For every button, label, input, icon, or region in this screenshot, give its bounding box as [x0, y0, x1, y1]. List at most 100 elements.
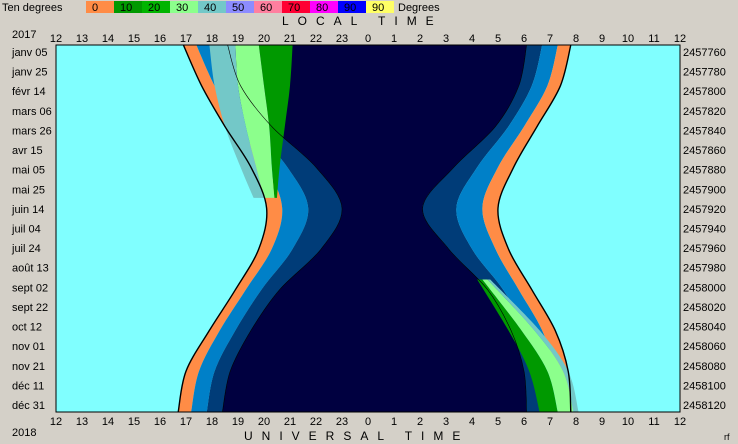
legend-item-label: 30 — [176, 2, 188, 14]
top-hour-tick-label: 13 — [76, 33, 88, 45]
bottom-hour-tick-label: 12 — [674, 416, 686, 428]
legend-swatch — [86, 1, 114, 13]
bottom-hour-tick-label: 22 — [310, 416, 322, 428]
bottom-hour-tick-label: 5 — [495, 416, 501, 428]
jd-tick-label: 2457940 — [683, 224, 726, 236]
date-tick-label: janv 05 — [11, 47, 47, 59]
jd-tick-label: 2457820 — [683, 106, 726, 118]
top-hour-tick-label: 11 — [648, 33, 659, 45]
altitude-band-lightgreen — [235, 45, 275, 198]
jd-tick-label: 2457780 — [683, 67, 726, 79]
top-hour-tick-label: 17 — [180, 33, 192, 45]
legend-item-label: 90 — [372, 2, 384, 14]
plot-frame — [55, 44, 681, 413]
date-tick-label: mars 06 — [12, 106, 52, 118]
bottom-hour-tick-label: 15 — [128, 416, 140, 428]
jd-tick-label: 2458080 — [683, 361, 726, 373]
top-hour-tick-label: 9 — [599, 33, 605, 45]
altitude-overlays — [209, 45, 579, 412]
julian-date-axis: 2457760 2457780 2457800 2457820 2457840 24578… — [683, 47, 726, 412]
jd-tick-label: 2458040 — [683, 322, 726, 334]
bottom-hour-tick-label: 16 — [154, 416, 166, 428]
legend-swatch — [310, 1, 338, 13]
legend-item-label: 40 — [204, 2, 216, 14]
top-hour-tick-label: 3 — [443, 33, 449, 45]
bottom-hour-tick-label: 20 — [258, 416, 270, 428]
jd-tick-label: 2457840 — [683, 125, 726, 137]
date-tick-label: mai 25 — [12, 184, 45, 196]
bottom-hour-tick-label: 1 — [391, 416, 397, 428]
legend-swatch — [226, 1, 254, 13]
legend-item-label: 0 — [92, 2, 98, 14]
legend-left-label: Ten degrees — [2, 2, 63, 14]
top-hour-tick-label: 18 — [206, 33, 218, 45]
bottom-hour-tick-label: 3 — [443, 416, 449, 428]
top-hour-tick-label: 5 — [495, 33, 501, 45]
bottom-hour-tick-label: 12 — [50, 416, 62, 428]
plot-area — [55, 44, 681, 413]
top-hour-tick-label: 12 — [674, 33, 686, 45]
jd-tick-label: 2458100 — [683, 380, 726, 392]
bottom-hour-tick-label: 10 — [622, 416, 634, 428]
top-hour-tick-label: 10 — [622, 33, 634, 45]
top-hour-tick-label: 0 — [365, 33, 371, 45]
date-tick-label: sept 22 — [12, 302, 48, 314]
top-hour-tick-label: 21 — [284, 33, 296, 45]
date-tick-label: nov 21 — [12, 361, 45, 373]
top-hour-tick-label: 16 — [154, 33, 166, 45]
jd-tick-label: 2457980 — [683, 263, 726, 275]
boundary-curves — [177, 44, 572, 413]
legend-swatch — [114, 1, 142, 13]
jd-tick-label: 2457920 — [683, 204, 726, 216]
astronomical-twilight-evening — [206, 45, 343, 412]
jd-tick-label: 2457760 — [683, 47, 726, 59]
top-hour-tick-label: 23 — [336, 33, 348, 45]
top-hour-tick-label: 1 — [391, 33, 397, 45]
legend-item-label: 10 — [120, 2, 132, 14]
date-axis: janv 05 janv 25 févr 14 mars 06 mars 26 avr 1… — [11, 47, 52, 412]
bottom-hour-tick-label: 11 — [648, 416, 659, 428]
bottom-hour-tick-label: 8 — [573, 416, 579, 428]
bottom-axis-title: UNIVERSAL TIME — [244, 429, 469, 443]
legend-swatch — [254, 1, 282, 13]
bottom-hour-tick-label: 23 — [336, 416, 348, 428]
jd-tick-label: 2457960 — [683, 243, 726, 255]
top-hour-tick-label: 2 — [417, 33, 423, 45]
jd-tick-label: 2458120 — [683, 400, 726, 412]
altitude-band-green — [258, 45, 293, 198]
year-top: 2017 — [12, 29, 36, 41]
top-hour-tick-label: 20 — [258, 33, 270, 45]
top-axis-title: LOCAL TIME — [282, 14, 443, 28]
bottom-hour-tick-label: 14 — [102, 416, 114, 428]
legend-item-label: 60 — [260, 2, 272, 14]
bottom-hour-tick-label: 0 — [365, 416, 371, 428]
legend-item-label: 80 — [316, 2, 328, 14]
altitude-band-lightgreen — [482, 279, 574, 412]
top-hour-tick-label: 22 — [310, 33, 322, 45]
jd-tick-label: 2457900 — [683, 184, 726, 196]
nautical-twilight-evening — [191, 45, 309, 412]
altitude-band-teal — [209, 45, 264, 198]
legend-item-label: 70 — [288, 2, 300, 14]
night-band — [222, 45, 527, 412]
corner-label: rf — [724, 432, 730, 442]
top-hour-tick-label: 19 — [232, 33, 244, 45]
legend-item-label: 20 — [148, 2, 160, 14]
legend-swatch — [366, 1, 394, 13]
altitude-band-green — [477, 279, 558, 412]
date-tick-label: nov 01 — [12, 341, 45, 353]
bottom-hour-tick-label: 13 — [76, 416, 88, 428]
legend-item-label: 90 — [344, 2, 356, 14]
bottom-hour-tick-label: 9 — [599, 416, 605, 428]
bottom-hour-tick-label: 19 — [232, 416, 244, 428]
legend-item-label: 50 — [232, 2, 244, 14]
date-tick-label: mai 05 — [12, 165, 45, 177]
date-tick-label: août 13 — [12, 263, 49, 275]
legend-right-label: Degrees — [398, 2, 440, 14]
legend-swatch — [282, 1, 310, 13]
date-tick-label: mars 26 — [12, 125, 52, 137]
top-hour-tick-label: 7 — [547, 33, 553, 45]
bottom-hour-tick-label: 6 — [521, 416, 527, 428]
year-bottom: 2018 — [12, 427, 36, 439]
morning-dark-curve — [422, 44, 527, 413]
